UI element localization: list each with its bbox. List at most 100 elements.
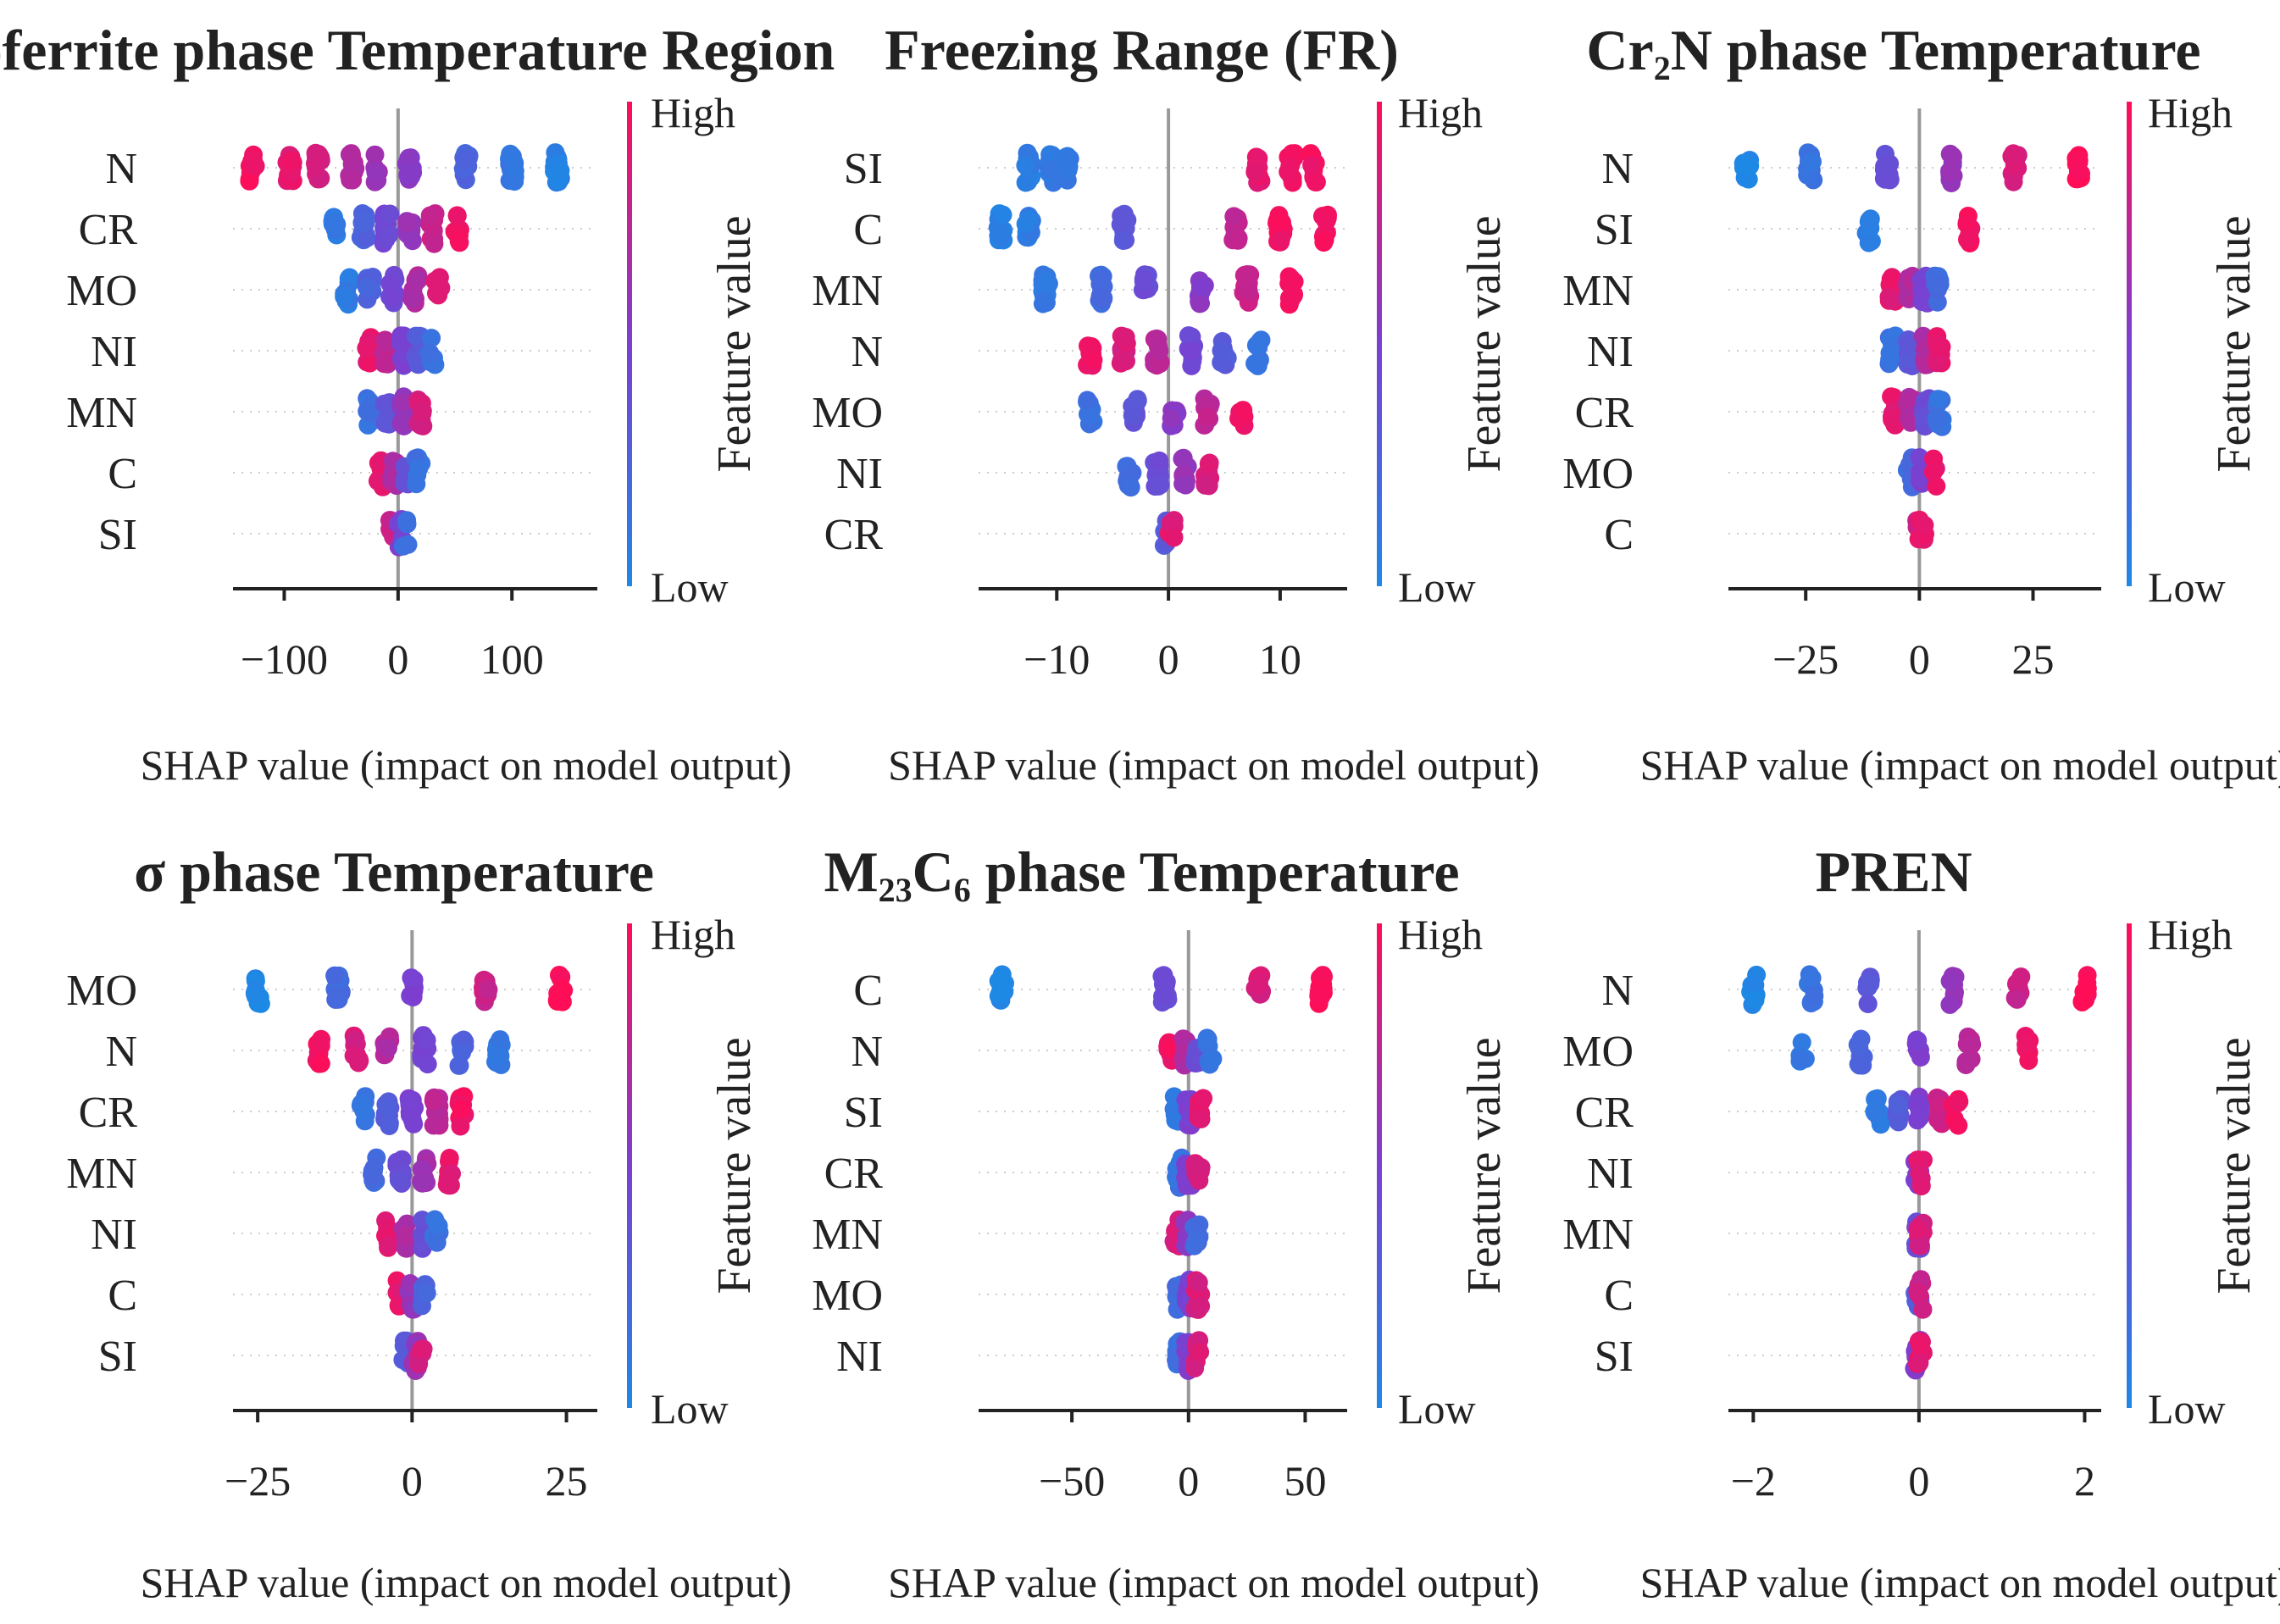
- shap-point: [1057, 160, 1077, 180]
- feature-label: NI: [836, 1333, 883, 1381]
- shap-point: [357, 278, 376, 297]
- x-tick-label: −10: [1024, 635, 1090, 683]
- shap-point: [357, 339, 376, 358]
- shap-point: [2007, 989, 2027, 1009]
- shap-point: [364, 1158, 384, 1178]
- feature-points-c: [988, 204, 1337, 252]
- shap-point: [397, 511, 417, 530]
- shap-point: [491, 1030, 510, 1050]
- shap-point: [1112, 351, 1131, 370]
- x-tick-label: 0: [1908, 1457, 1929, 1505]
- shap-point: [427, 1233, 447, 1252]
- shap-point: [1924, 449, 1944, 468]
- shap-point: [1271, 230, 1290, 249]
- shap-point: [1306, 172, 1326, 191]
- shap-point: [1195, 475, 1215, 495]
- colorbar-low-label: Low: [651, 1385, 729, 1433]
- shap-point: [491, 1045, 509, 1065]
- feature-points-si: [1016, 143, 1326, 192]
- colorbar-high-label: High: [2148, 89, 2233, 136]
- feature-label: MO: [66, 967, 137, 1015]
- shap-point: [352, 213, 372, 232]
- shap-point: [1016, 214, 1035, 234]
- shap-point: [412, 1172, 431, 1192]
- shap-point: [1850, 1056, 1869, 1075]
- x-tick-label: 25: [2012, 635, 2055, 683]
- shap-point: [396, 1226, 414, 1245]
- feature-label: MO: [812, 1272, 883, 1320]
- feature-points-cr: [1154, 511, 1184, 555]
- x-axis-label: SHAP value (impact on model output): [1640, 1559, 2280, 1606]
- shap-point: [1940, 972, 1960, 991]
- shap-point: [1245, 354, 1265, 374]
- shap-point: [412, 1339, 431, 1359]
- shap-point: [1941, 163, 1961, 182]
- feature-label: MN: [1562, 1211, 1634, 1259]
- feature-label: MN: [812, 1211, 883, 1259]
- shap-point: [424, 234, 444, 253]
- shap-point: [1150, 341, 1169, 361]
- feature-label: NI: [1587, 328, 1634, 376]
- x-tick-label: 10: [1259, 635, 1301, 683]
- shap-point: [424, 1116, 443, 1135]
- shap-point: [1928, 274, 1947, 293]
- shap-point: [2004, 144, 2023, 164]
- feature-points-n: [240, 143, 570, 192]
- colorbar-low-label: Low: [1398, 563, 1476, 611]
- x-axis-label: SHAP value (impact on model output): [888, 1559, 1539, 1606]
- shap-point: [1302, 155, 1322, 175]
- shap-point: [1193, 277, 1212, 297]
- shap-point: [457, 150, 476, 169]
- shap-point: [440, 1149, 459, 1167]
- feature-label: MN: [812, 267, 883, 315]
- shap-point: [1186, 1231, 1206, 1250]
- shap-point: [389, 1171, 408, 1190]
- shap-point: [1802, 152, 1821, 172]
- shap-point: [1081, 406, 1101, 424]
- shap-point: [380, 224, 399, 243]
- shap-point: [377, 333, 397, 352]
- x-tick-label: 100: [480, 635, 544, 683]
- feature-points-ni: [357, 326, 445, 375]
- shap-point: [403, 983, 423, 1002]
- shap-point: [1851, 1029, 1871, 1049]
- feature-points-cr: [1882, 387, 1952, 436]
- feature-points-cr: [323, 204, 469, 253]
- feature-label: C: [108, 450, 137, 498]
- shap-point: [1116, 328, 1135, 346]
- shap-point: [1928, 292, 1947, 312]
- feature-points-si: [380, 510, 418, 557]
- shap-point: [1189, 1272, 1208, 1292]
- shap-point: [1866, 1103, 1884, 1122]
- x-tick-label: 0: [1178, 1457, 1199, 1505]
- shap-point: [335, 287, 354, 307]
- shap-point: [1150, 451, 1169, 470]
- shap-point: [440, 1174, 459, 1193]
- panel-title: M23C6 phase Temperature: [824, 840, 1459, 909]
- shap-point: [327, 214, 347, 234]
- shap-point: [1316, 211, 1335, 230]
- shap-point: [1016, 173, 1035, 192]
- colorbar-title: Feature value: [708, 1037, 761, 1294]
- shap-point: [398, 213, 418, 233]
- feature-label: NI: [1587, 1150, 1634, 1198]
- feature-points-mn: [1164, 1210, 1209, 1256]
- shap-point: [422, 329, 441, 347]
- shap-point: [394, 393, 413, 413]
- shap-point: [1197, 1029, 1217, 1049]
- x-tick-label: 0: [1909, 635, 1930, 683]
- shap-point: [1309, 986, 1329, 1006]
- shap-point: [1090, 286, 1110, 306]
- shap-point: [1239, 281, 1258, 301]
- colorbar-title: Feature value: [1458, 1037, 1511, 1294]
- shap-point: [1190, 294, 1209, 313]
- colorbar: High Low Feature value: [627, 89, 761, 611]
- shap-point: [1880, 169, 1900, 189]
- shap-point: [1224, 207, 1244, 226]
- shap-point: [1899, 335, 1918, 355]
- shap-point: [417, 1283, 436, 1303]
- x-axis-label: SHAP value (impact on model output): [141, 1559, 792, 1606]
- colorbar-gradient: [1377, 923, 1382, 1408]
- x-tick-label: 0: [1158, 635, 1179, 683]
